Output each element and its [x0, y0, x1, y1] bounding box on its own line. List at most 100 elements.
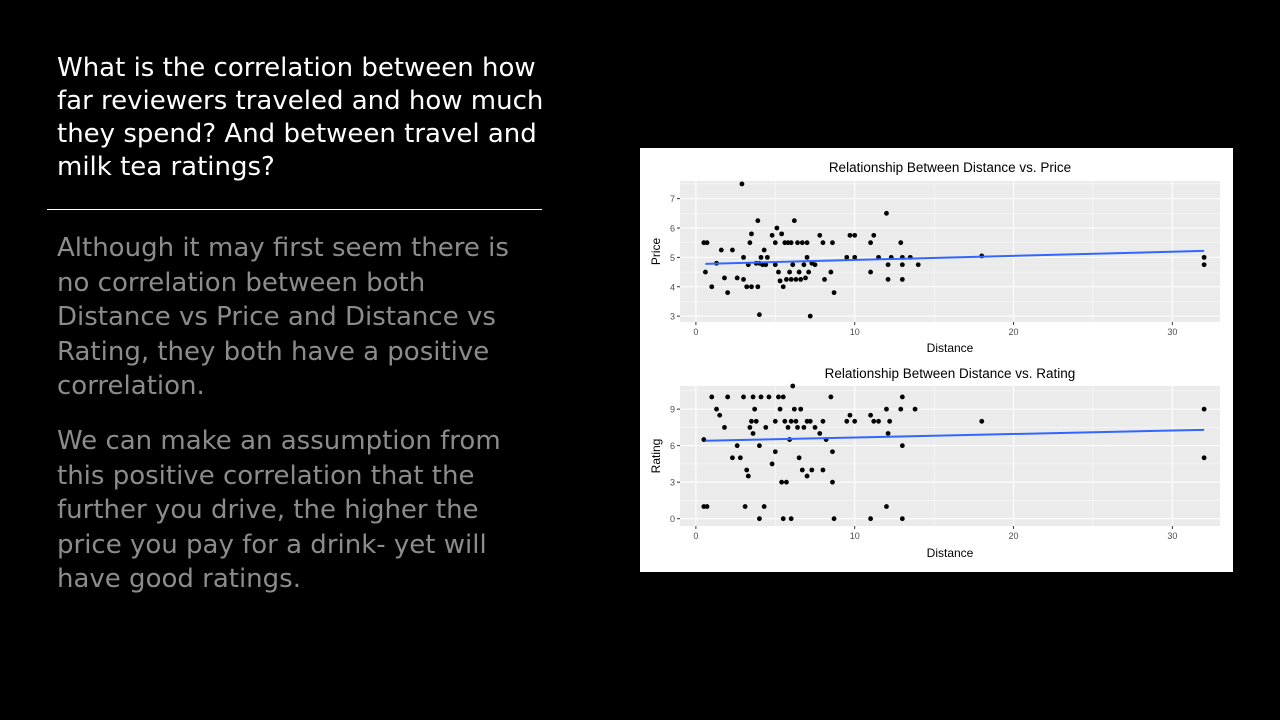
x-tick-label: 10: [850, 327, 860, 337]
data-point: [1201, 455, 1207, 461]
data-point: [780, 516, 786, 522]
data-point: [798, 406, 804, 412]
data-point: [749, 418, 754, 424]
x-tick-label: 20: [1009, 531, 1019, 541]
data-point: [750, 431, 756, 436]
data-point: [780, 284, 786, 290]
data-point: [844, 254, 850, 260]
data-point: [795, 240, 800, 246]
data-point: [744, 467, 750, 473]
y-tick-label: 6: [670, 224, 675, 234]
data-point: [763, 424, 769, 430]
data-point: [704, 240, 710, 246]
data-point: [701, 437, 707, 442]
data-point: [788, 516, 794, 522]
chart-panel-1: 3 4 5 6 7 0 10 20 30 Relationship Between Distanc…: [649, 160, 1220, 355]
body-text: Although it may first seem there is no c…: [57, 231, 547, 617]
data-point: [844, 418, 850, 424]
data-point: [722, 275, 727, 281]
data-point: [884, 406, 889, 412]
data-point: [899, 277, 905, 282]
data-point: [784, 479, 789, 485]
data-point: [734, 443, 740, 449]
chart-image: 3 4 5 6 7 0 10 20 30 Relationship Between Distanc…: [640, 148, 1233, 572]
data-point: [868, 516, 873, 522]
data-point: [979, 418, 985, 424]
data-point: [722, 424, 727, 430]
y-tick-label: 9: [670, 405, 675, 415]
chart-panel-2: 0 3 6 9 0 10 20 30 Relationship Between Distance…: [649, 366, 1220, 560]
data-point: [899, 443, 905, 449]
data-point: [772, 449, 778, 455]
data-point: [784, 277, 789, 282]
data-point: [785, 424, 791, 430]
data-point: [757, 516, 762, 522]
data-point: [718, 247, 724, 253]
data-point: [744, 284, 750, 290]
question-heading: What is the correlation between how far …: [57, 53, 544, 182]
data-point: [772, 262, 778, 268]
data-point: [709, 284, 715, 290]
data-point: [758, 254, 764, 260]
data-point: [769, 232, 775, 238]
data-point: [725, 394, 731, 400]
data-point: [777, 278, 783, 284]
y-tick-label: 3: [670, 478, 675, 488]
data-point: [753, 418, 759, 424]
data-point: [788, 277, 794, 282]
data-point: [898, 240, 904, 246]
data-point: [1201, 406, 1207, 412]
data-point: [820, 467, 826, 473]
data-point: [782, 418, 788, 424]
data-point: [758, 394, 764, 400]
data-point: [898, 406, 904, 412]
data-point: [915, 262, 921, 268]
data-point: [764, 254, 770, 260]
data-point: [714, 406, 719, 412]
data-point: [796, 455, 802, 461]
data-point: [801, 424, 807, 430]
trend-line: [705, 249, 1205, 265]
data-point: [868, 240, 873, 246]
data-point: [804, 254, 810, 260]
data-point: [741, 277, 746, 282]
data-point: [793, 277, 799, 282]
data-point: [817, 232, 823, 238]
data-point: [772, 418, 778, 424]
data-point: [742, 504, 748, 509]
data-point: [820, 418, 826, 424]
data-point: [1201, 254, 1207, 260]
data-point: [791, 218, 797, 224]
data-point: [847, 412, 853, 418]
data-point: [884, 504, 889, 509]
data-point: [790, 383, 796, 389]
x-tick-label: 30: [1167, 531, 1177, 541]
data-point: [752, 406, 758, 412]
y-tick-label: 5: [670, 253, 675, 263]
plot-panel: [680, 181, 1220, 322]
paragraph-2: We can make an assumption from this posi…: [57, 425, 501, 595]
x-axis-label: Distance: [927, 546, 974, 560]
data-point: [830, 240, 835, 246]
data-point: [741, 394, 746, 400]
data-point: [717, 412, 723, 418]
x-tick-label: 0: [693, 327, 698, 337]
data-point: [704, 504, 710, 509]
data-point: [885, 277, 891, 282]
data-point: [871, 418, 877, 424]
x-tick-label: 0: [693, 531, 698, 541]
data-point: [830, 449, 835, 455]
data-point: [730, 455, 735, 461]
data-point: [788, 418, 794, 424]
y-axis-label: Rating: [649, 439, 663, 474]
data-point: [817, 431, 823, 436]
data-point: [847, 232, 853, 238]
data-point: [852, 418, 858, 424]
data-point: [868, 269, 873, 275]
data-point: [780, 394, 786, 400]
chart-title: Relationship Between Distance vs. Price: [829, 160, 1071, 175]
data-point: [831, 290, 837, 296]
data-point: [755, 218, 761, 224]
data-point: [749, 284, 754, 290]
data-point: [776, 269, 781, 275]
